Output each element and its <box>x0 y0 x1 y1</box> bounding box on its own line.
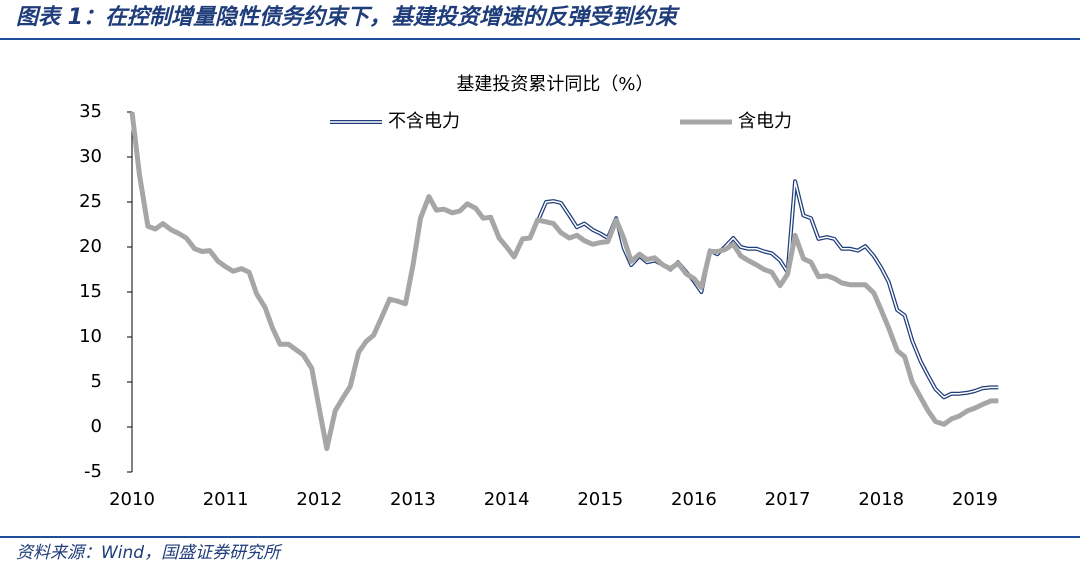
series-line <box>129 111 999 452</box>
x-tick-label: 2015 <box>577 489 623 510</box>
x-tick-label: 2018 <box>858 489 904 510</box>
legend-label: 含电力 <box>738 111 792 132</box>
y-tick-label: 10 <box>79 326 102 347</box>
page-title: 图表 1：在控制增量隐性债务约束下，基建投资增速的反弹受到约束 <box>16 4 680 30</box>
x-tick-label: 2014 <box>484 489 530 510</box>
chart-title: 基建投资累计同比（%） <box>456 74 653 95</box>
x-tick-label: 2010 <box>109 489 155 510</box>
y-tick-label: 25 <box>79 191 102 212</box>
y-tick-label: 0 <box>91 416 102 437</box>
x-tick-label: 2017 <box>765 489 811 510</box>
y-tick-label: 5 <box>91 371 102 392</box>
y-tick-label: -5 <box>84 461 102 482</box>
series-line <box>535 179 999 400</box>
x-tick-label: 2012 <box>296 489 342 510</box>
y-tick-label: 35 <box>79 101 102 122</box>
y-tick-label: 15 <box>79 281 102 302</box>
source-note: 资料来源：Wind，国盛证券研究所 <box>16 543 283 563</box>
x-tick-label: 2013 <box>390 489 436 510</box>
legend-label: 不含电力 <box>388 111 460 132</box>
x-tick-label: 2016 <box>671 489 717 510</box>
x-tick-label: 2019 <box>952 489 998 510</box>
x-tick-label: 2011 <box>203 489 249 510</box>
y-tick-label: 30 <box>79 146 102 167</box>
y-tick-label: 20 <box>79 236 102 257</box>
series-line-core <box>536 180 999 399</box>
